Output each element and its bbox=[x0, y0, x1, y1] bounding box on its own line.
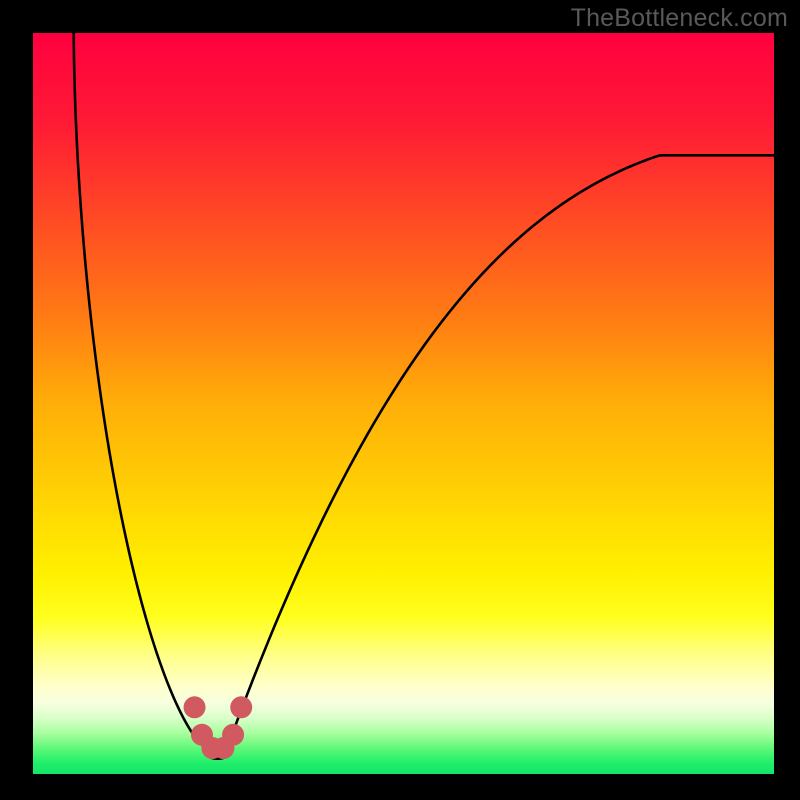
gradient-background bbox=[33, 33, 774, 774]
curve-marker bbox=[230, 696, 252, 718]
watermark-text: TheBottleneck.com bbox=[571, 4, 788, 33]
curve-marker bbox=[222, 724, 244, 746]
curve-marker bbox=[184, 696, 206, 718]
bottleneck-chart bbox=[33, 33, 774, 774]
